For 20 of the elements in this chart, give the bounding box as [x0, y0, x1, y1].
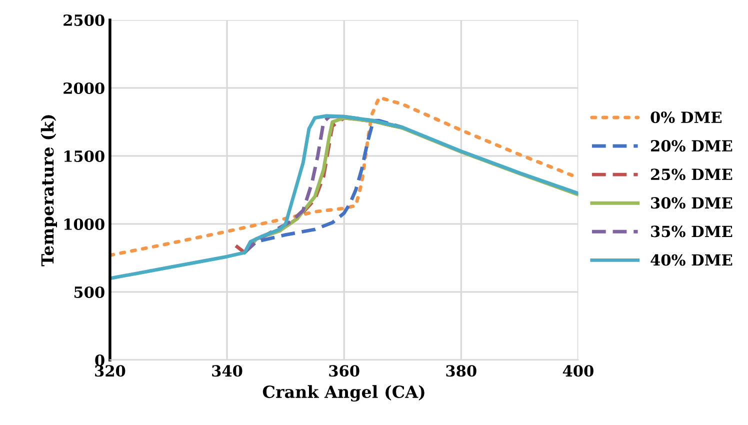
y-tick-label: 1500 [64, 150, 104, 162]
legend-label: 35% DME [651, 226, 732, 238]
x-tick-label: 400 [562, 365, 594, 377]
legend-label: 30% DME [651, 197, 732, 209]
y-axis-title: Temperature (k) [40, 115, 58, 266]
x-tick-label: 340 [212, 365, 242, 377]
legend-label: 40% DME [650, 254, 732, 266]
y-tick-label: 2500 [64, 14, 104, 26]
y-tick-label: 500 [74, 286, 104, 298]
x-tick-label: 320 [95, 365, 126, 377]
x-axis-title: Crank Angel (CA) [262, 385, 424, 402]
x-tick-label: 360 [329, 365, 360, 377]
y-tick-label: 2000 [64, 82, 104, 94]
y-tick-label: 0 [95, 354, 104, 366]
y-tick-label: 1000 [64, 218, 104, 230]
x-tick-label: 380 [446, 365, 476, 377]
legend-label: 20% DME [651, 140, 732, 152]
legend-label: 0% DME [650, 112, 722, 124]
legend-label: 25% DME [651, 168, 732, 180]
line-series [110, 114, 578, 280]
